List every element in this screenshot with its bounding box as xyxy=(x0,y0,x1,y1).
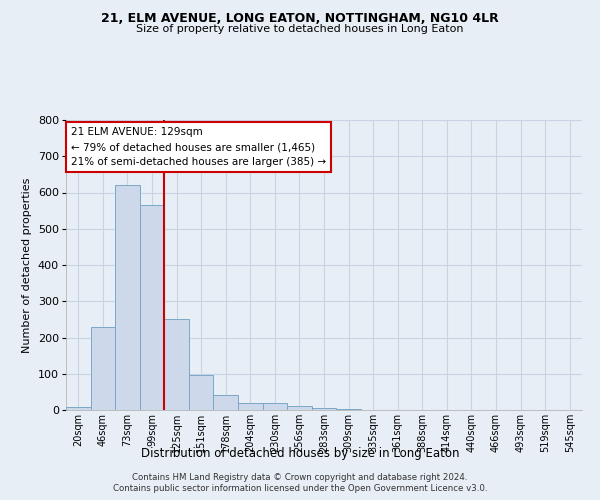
Bar xyxy=(287,406,312,410)
Bar xyxy=(312,408,336,410)
Bar xyxy=(263,404,287,410)
Bar xyxy=(140,205,164,410)
Bar xyxy=(66,407,91,410)
Bar xyxy=(164,318,189,410)
Text: 21 ELM AVENUE: 129sqm
← 79% of detached houses are smaller (1,465)
21% of semi-d: 21 ELM AVENUE: 129sqm ← 79% of detached … xyxy=(71,127,326,167)
Bar xyxy=(238,404,263,410)
Text: Contains public sector information licensed under the Open Government Licence v3: Contains public sector information licen… xyxy=(113,484,487,493)
Bar xyxy=(91,328,115,410)
Text: Contains HM Land Registry data © Crown copyright and database right 2024.: Contains HM Land Registry data © Crown c… xyxy=(132,472,468,482)
Text: 21, ELM AVENUE, LONG EATON, NOTTINGHAM, NG10 4LR: 21, ELM AVENUE, LONG EATON, NOTTINGHAM, … xyxy=(101,12,499,26)
Text: Distribution of detached houses by size in Long Eaton: Distribution of detached houses by size … xyxy=(141,448,459,460)
Text: Size of property relative to detached houses in Long Eaton: Size of property relative to detached ho… xyxy=(136,24,464,34)
Bar xyxy=(115,185,140,410)
Y-axis label: Number of detached properties: Number of detached properties xyxy=(22,178,32,352)
Bar xyxy=(189,375,214,410)
Bar xyxy=(214,395,238,410)
